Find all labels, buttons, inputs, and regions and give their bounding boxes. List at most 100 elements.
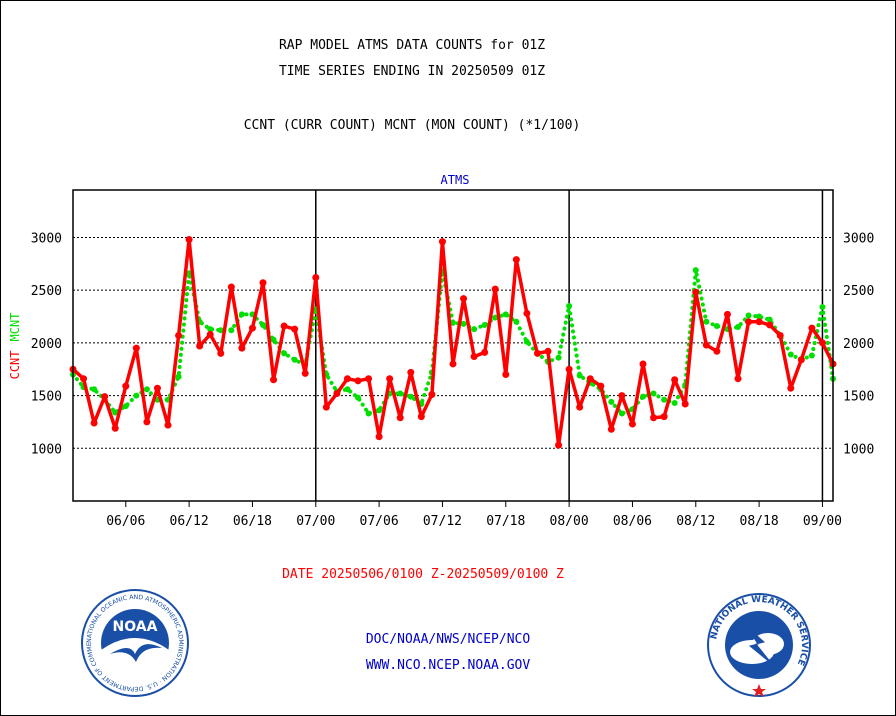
x-tick-label: 08/00 — [550, 514, 589, 529]
ccnt-point — [555, 441, 563, 449]
ccnt-series-line — [71, 237, 835, 447]
ccnt-point — [354, 377, 362, 385]
ccnt-point — [90, 419, 98, 427]
ccnt-point — [301, 369, 309, 377]
ccnt-point — [449, 360, 457, 368]
ccnt-point — [428, 391, 436, 399]
mcnt-point — [207, 326, 214, 333]
ccnt-point — [470, 353, 478, 361]
mcnt-point — [344, 386, 351, 393]
mcnt-point — [692, 267, 699, 274]
ccnt-point — [270, 376, 278, 384]
noaa-logo-label: NOAA — [113, 619, 158, 635]
ccnt-point — [343, 375, 351, 383]
ccnt-point — [312, 274, 320, 282]
ccnt-point — [734, 375, 742, 383]
y-tick-label-left: 1500 — [31, 390, 62, 405]
footer-org-path: DOC/NOAA/NWS/NCEP/NCO — [365, 632, 531, 647]
y-tick-label-right: 1000 — [843, 442, 874, 457]
ccnt-point — [628, 420, 636, 428]
mcnt-point — [122, 403, 129, 410]
mcnt-point — [713, 322, 720, 329]
x-tick-label: 08/06 — [613, 514, 652, 529]
ccnt-point — [797, 356, 805, 364]
ccnt-point — [639, 360, 647, 368]
ccnt-point — [565, 365, 573, 373]
x-tick-label: 07/18 — [486, 514, 525, 529]
mcnt-point — [407, 393, 414, 400]
mcnt-point — [460, 320, 467, 327]
ccnt-point — [206, 330, 214, 338]
ccnt-point — [164, 421, 172, 429]
y-tick-label-left: 2000 — [31, 337, 62, 352]
ccnt-point — [227, 283, 235, 291]
mcnt-point — [766, 316, 773, 323]
mcnt-point — [650, 390, 657, 397]
ccnt-point — [787, 384, 795, 392]
y-axis-label-ccnt: CCNT — [8, 351, 22, 380]
ccnt-point — [808, 324, 816, 332]
ccnt-point — [291, 325, 299, 333]
y-axis-label-mcnt: MCNT — [8, 313, 22, 342]
ccnt-point — [101, 393, 109, 401]
footer-website: WWW.NCO.NCEP.NOAA.GOV — [365, 658, 531, 673]
mcnt-point — [756, 313, 763, 320]
title-line-1: RAP MODEL ATMS DATA COUNTS for 01Z — [278, 38, 546, 53]
ccnt-point — [650, 414, 658, 422]
x-tick-label: 08/18 — [740, 514, 779, 529]
ccnt-point — [607, 425, 615, 433]
x-axis-date-label: DATE 20250506/0100 Z-20250509/0100 Z — [282, 567, 564, 582]
ccnt-point — [386, 375, 394, 383]
y-tick-label-left: 1000 — [31, 442, 62, 457]
ccnt-point — [586, 375, 594, 383]
ccnt-point — [143, 418, 151, 426]
ccnt-point — [396, 414, 404, 422]
ccnt-point — [238, 344, 246, 352]
ccnt-point — [375, 433, 383, 441]
ccnt-point — [692, 288, 700, 296]
x-tick-label: 07/12 — [423, 514, 462, 529]
mcnt-point — [471, 326, 478, 333]
y-tick-label-left: 3000 — [31, 231, 62, 246]
mcnt-point — [502, 311, 509, 318]
y-tick-label-right: 2000 — [843, 337, 874, 352]
mcnt-point — [112, 409, 119, 416]
ccnt-point — [713, 347, 721, 355]
mcnt-point — [133, 392, 140, 399]
y-tick-label-left: 2500 — [31, 284, 62, 299]
ccnt-point — [322, 403, 330, 411]
ccnt-point — [175, 331, 183, 339]
ccnt-point — [417, 413, 425, 421]
ccnt-point — [533, 349, 541, 357]
mcnt-point — [217, 327, 224, 334]
ccnt-point — [111, 424, 119, 432]
mcnt-point — [640, 393, 646, 400]
ccnt-point — [723, 310, 731, 318]
ccnt-point — [681, 400, 689, 408]
ccnt-point — [80, 375, 88, 383]
mcnt-point — [703, 318, 710, 325]
mcnt-point — [608, 398, 615, 405]
mcnt-point — [228, 327, 235, 334]
ccnt-point — [333, 389, 341, 397]
mcnt-point — [492, 314, 499, 321]
ccnt-point — [671, 376, 679, 384]
mcnt-point — [175, 373, 182, 380]
ccnt-point — [512, 256, 520, 264]
ccnt-point — [438, 238, 446, 246]
mcnt-point — [238, 311, 245, 318]
ccnt-point — [248, 324, 256, 332]
ccnt-point — [122, 382, 130, 390]
ccnt-point — [818, 339, 826, 347]
x-tick-label: 06/18 — [233, 514, 272, 529]
ccnt-point — [365, 375, 373, 383]
ccnt-point — [502, 370, 510, 378]
mcnt-point — [397, 390, 404, 397]
ccnt-point — [660, 413, 668, 421]
mcnt-point — [735, 324, 741, 331]
ccnt-point — [460, 295, 468, 303]
mcnt-point — [819, 304, 826, 311]
ccnt-point — [755, 318, 763, 326]
